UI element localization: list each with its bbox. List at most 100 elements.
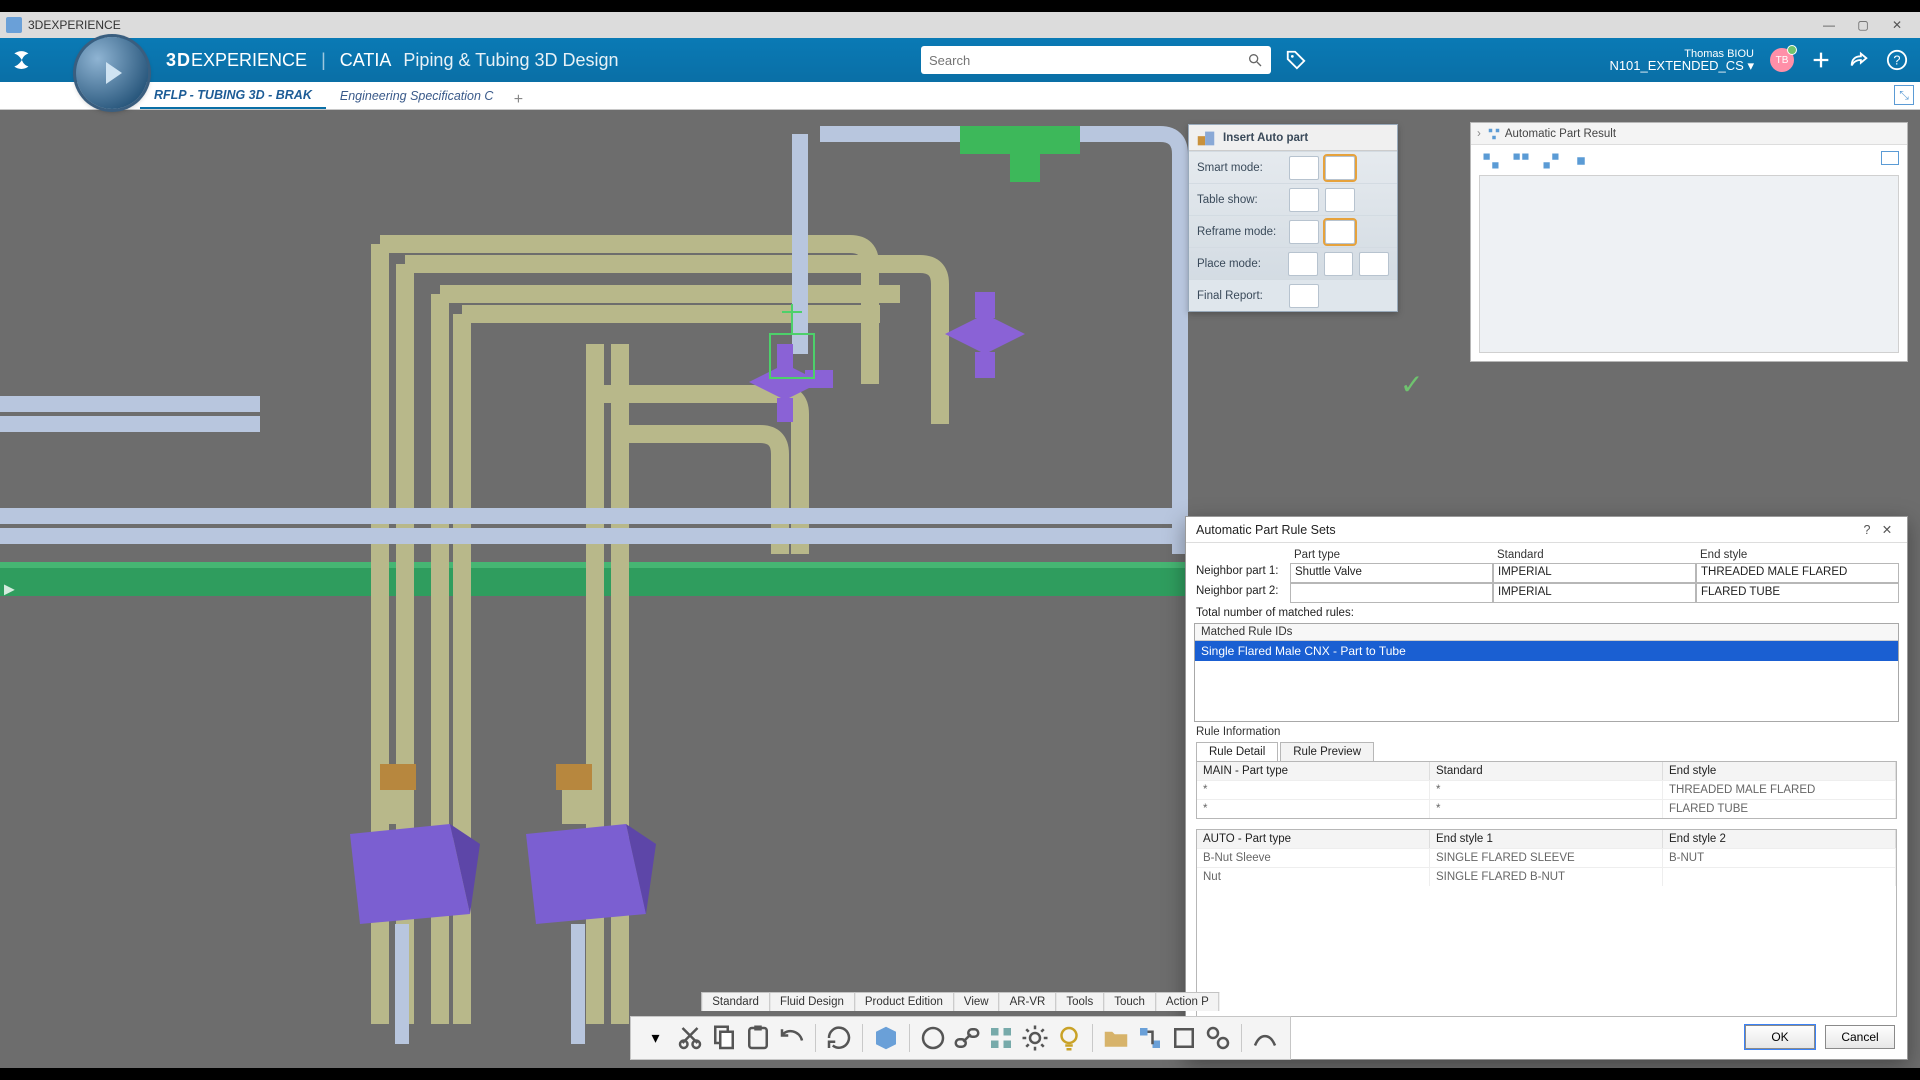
checkmark-icon: ✓: [1400, 368, 1423, 401]
reframe-a[interactable]: [1289, 220, 1319, 244]
compass-button[interactable]: [76, 37, 148, 109]
app-icon: [6, 17, 22, 33]
os-titlebar: 3DEXPERIENCE — ▢ ✕: [0, 12, 1920, 38]
g2-r1c1: B-Nut Sleeve: [1197, 848, 1430, 867]
brand-rest: EXPERIENCE: [191, 50, 307, 70]
link-icon[interactable]: [952, 1023, 982, 1053]
result-tool-4[interactable]: [1571, 151, 1591, 171]
search-input[interactable]: [929, 53, 1247, 68]
ok-button[interactable]: OK: [1745, 1025, 1815, 1049]
tree-b-icon[interactable]: [1135, 1023, 1165, 1053]
tab-add-button[interactable]: +: [507, 91, 529, 109]
grid-icon[interactable]: [986, 1023, 1016, 1053]
row-label-place: Place mode:: [1197, 258, 1282, 270]
bb-tab-arvr[interactable]: AR-VR: [999, 992, 1057, 1011]
g1-r1c3: THREADED MALE FLARED: [1663, 780, 1896, 799]
avatar-initials: TB: [1776, 55, 1789, 66]
dialog-close-button[interactable]: ✕: [1877, 522, 1897, 537]
auto-part-rule-sets-dialog: Automatic Part Rule Sets ? ✕ Part type S…: [1185, 516, 1908, 1060]
g1-h1: MAIN - Part type: [1197, 762, 1430, 780]
minimize-button[interactable]: —: [1812, 15, 1846, 35]
result-panel-title: Automatic Part Result: [1505, 128, 1616, 140]
row-label-reframe: Reframe mode:: [1197, 226, 1283, 238]
search-icon[interactable]: [1247, 52, 1263, 68]
subtab-rule-detail[interactable]: Rule Detail: [1196, 742, 1278, 761]
search-box[interactable]: [921, 46, 1271, 74]
paste-icon[interactable]: [743, 1023, 773, 1053]
final-report-btn[interactable]: [1289, 284, 1319, 308]
copy-icon[interactable]: [709, 1023, 739, 1053]
nb-head-parttype: Part type: [1290, 547, 1493, 563]
tool-b-icon[interactable]: [1169, 1023, 1199, 1053]
bb-tab-product[interactable]: Product Edition: [854, 992, 954, 1011]
os-title: 3DEXPERIENCE: [28, 18, 121, 32]
viewport-3d[interactable]: ▶ ✓ Insert Auto part Smart mode: Table s…: [0, 110, 1920, 1068]
smart-mode-a[interactable]: [1289, 156, 1319, 180]
total-matched-label: Total number of matched rules:: [1186, 605, 1907, 621]
tab-secondary[interactable]: Engineering Specification C: [326, 83, 508, 109]
g1-r2c3: FLARED TUBE: [1663, 799, 1896, 818]
place-a[interactable]: [1288, 252, 1318, 276]
undo-icon[interactable]: [777, 1023, 807, 1053]
cube-icon[interactable]: [871, 1023, 901, 1053]
g2-r1c3: B-NUT: [1663, 848, 1896, 867]
result-tool-2[interactable]: [1511, 151, 1531, 171]
bb-tab-view[interactable]: View: [953, 992, 1000, 1011]
reframe-b[interactable]: [1325, 220, 1355, 244]
dialog-help-button[interactable]: ?: [1857, 523, 1877, 537]
result-minify-icon[interactable]: [1881, 151, 1899, 165]
bulb-icon[interactable]: [1054, 1023, 1084, 1053]
folder-icon[interactable]: [1101, 1023, 1131, 1053]
collapse-panels-icon[interactable]: ⤡: [1894, 85, 1914, 105]
nb2-standard[interactable]: IMPERIAL: [1493, 583, 1696, 603]
cancel-button[interactable]: Cancel: [1825, 1025, 1895, 1049]
share-icon[interactable]: [1848, 49, 1870, 71]
maximize-button[interactable]: ▢: [1846, 15, 1880, 35]
user-block[interactable]: Thomas BIOU N101_EXTENDED_CS ▾: [1609, 48, 1754, 72]
close-button[interactable]: ✕: [1880, 15, 1914, 35]
tool-d-icon[interactable]: [1250, 1023, 1280, 1053]
row-label-smart: Smart mode:: [1197, 162, 1283, 174]
bb-tab-touch[interactable]: Touch: [1103, 992, 1156, 1011]
nb2-parttype[interactable]: [1290, 583, 1493, 603]
bb-tab-action[interactable]: Action P: [1155, 992, 1220, 1011]
tool-c-icon[interactable]: [1203, 1023, 1233, 1053]
nb1-standard[interactable]: IMPERIAL: [1493, 563, 1696, 583]
side-expander-icon[interactable]: ▶: [4, 581, 15, 598]
row-label-table: Table show:: [1197, 194, 1283, 206]
place-c[interactable]: [1359, 252, 1389, 276]
svg-text:?: ?: [1893, 53, 1900, 68]
main-part-grid: MAIN - Part type Standard End style * * …: [1196, 761, 1897, 819]
table-show-a[interactable]: [1289, 188, 1319, 212]
tool-a-icon[interactable]: [918, 1023, 948, 1053]
nb1-parttype[interactable]: Shuttle Valve: [1290, 563, 1493, 583]
nb1-endstyle[interactable]: THREADED MALE FLARED: [1696, 563, 1899, 583]
place-b[interactable]: [1324, 252, 1354, 276]
panel-chevron-icon[interactable]: ›: [1477, 128, 1481, 140]
smart-mode-b[interactable]: [1325, 156, 1355, 180]
bb-tab-fluid[interactable]: Fluid Design: [769, 992, 855, 1011]
tag-icon[interactable]: [1285, 49, 1307, 71]
bb-tab-tools[interactable]: Tools: [1055, 992, 1104, 1011]
bb-tab-standard[interactable]: Standard: [701, 992, 770, 1011]
subtab-rule-preview[interactable]: Rule Preview: [1280, 742, 1374, 761]
cut-icon[interactable]: [675, 1023, 705, 1053]
matched-rules-box: Matched Rule IDs Single Flared Male CNX …: [1194, 623, 1899, 722]
help-icon[interactable]: ?: [1886, 49, 1908, 71]
tab-active[interactable]: RFLP - TUBING 3D - BRAK: [140, 83, 326, 109]
nb2-endstyle[interactable]: FLARED TUBE: [1696, 583, 1899, 603]
gear-icon[interactable]: [1020, 1023, 1050, 1053]
avatar[interactable]: TB: [1770, 48, 1794, 72]
result-tool-1[interactable]: [1481, 151, 1501, 171]
refresh-icon[interactable]: [824, 1023, 854, 1053]
matched-rule-item[interactable]: Single Flared Male CNX - Part to Tube: [1195, 641, 1898, 661]
g1-r1c1: *: [1197, 780, 1430, 799]
g1-r1c2: *: [1430, 780, 1663, 799]
auto-part-grid: AUTO - Part type End style 1 End style 2…: [1196, 829, 1897, 1017]
table-show-b[interactable]: [1325, 188, 1355, 212]
result-tool-3[interactable]: [1541, 151, 1561, 171]
tab-strip: RFLP - TUBING 3D - BRAK Engineering Spec…: [0, 82, 1920, 110]
g2-h1: AUTO - Part type: [1197, 830, 1430, 848]
add-icon[interactable]: [1810, 49, 1832, 71]
bb-dropdown-icon[interactable]: ▾: [641, 1023, 671, 1053]
